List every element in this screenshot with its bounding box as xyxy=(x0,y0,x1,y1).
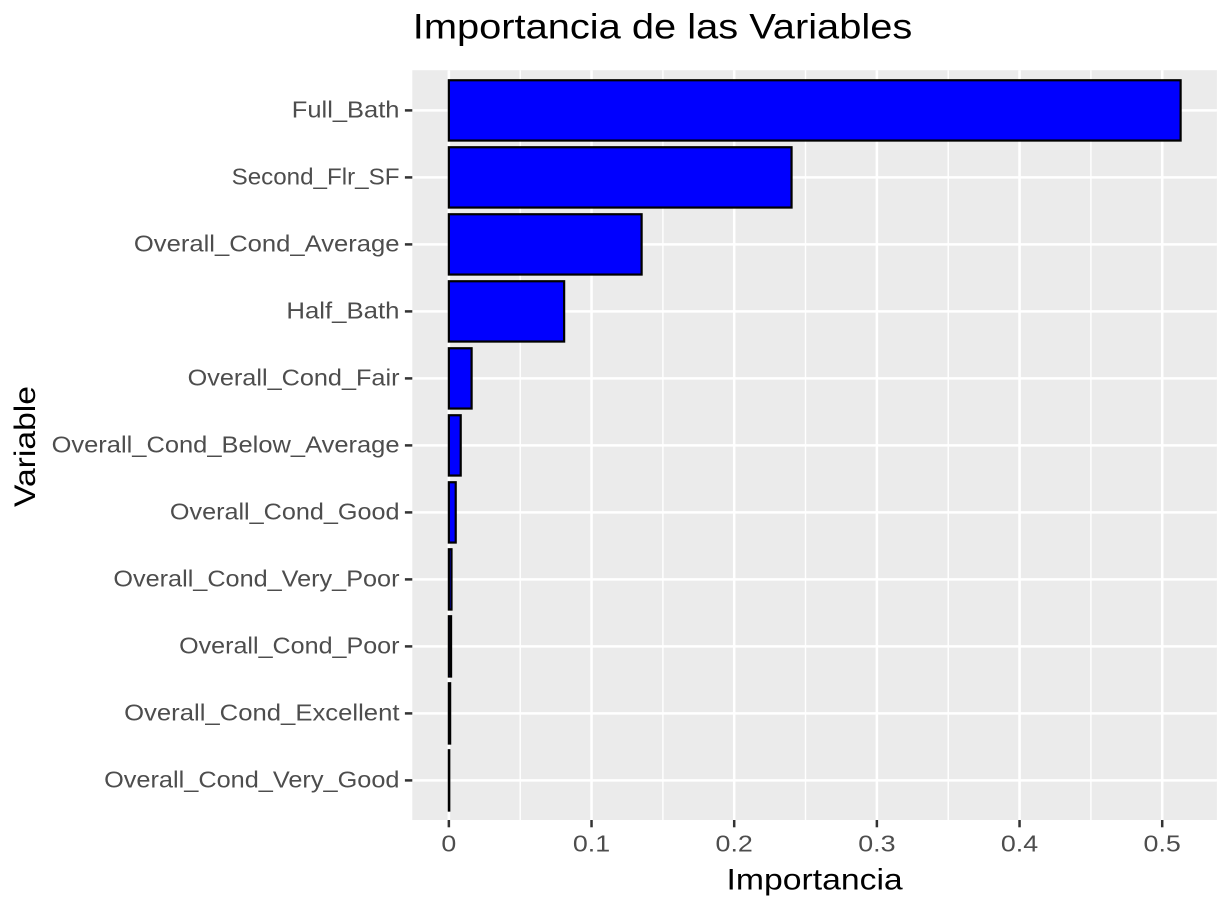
svg-text:0.5: 0.5 xyxy=(1144,831,1181,857)
svg-text:Importancia de las Variables: Importancia de las Variables xyxy=(413,8,913,47)
svg-text:Overall_Cond_Excellent: Overall_Cond_Excellent xyxy=(124,700,400,726)
svg-text:Overall_Cond_Fair: Overall_Cond_Fair xyxy=(188,365,400,391)
svg-text:0.1: 0.1 xyxy=(573,831,610,857)
svg-text:Overall_Cond_Average: Overall_Cond_Average xyxy=(134,231,400,257)
svg-text:0.3: 0.3 xyxy=(858,831,895,857)
svg-text:Full_Bath: Full_Bath xyxy=(292,97,400,123)
svg-text:Overall_Cond_Below_Average: Overall_Cond_Below_Average xyxy=(52,432,400,458)
svg-text:0.2: 0.2 xyxy=(716,831,753,857)
svg-text:Overall_Cond_Very_Poor: Overall_Cond_Very_Poor xyxy=(113,566,399,592)
svg-text:Overall_Cond_Good: Overall_Cond_Good xyxy=(170,499,400,525)
svg-text:Overall_Cond_Very_Good: Overall_Cond_Very_Good xyxy=(104,767,399,793)
svg-text:Overall_Cond_Poor: Overall_Cond_Poor xyxy=(179,633,400,659)
svg-text:0: 0 xyxy=(441,831,456,857)
svg-text:0.4: 0.4 xyxy=(1001,831,1038,857)
svg-text:Variable: Variable xyxy=(9,386,42,507)
svg-text:Importancia: Importancia xyxy=(727,864,904,897)
svg-text:Half_Bath: Half_Bath xyxy=(286,298,399,324)
svg-text:Second_Flr_SF: Second_Flr_SF xyxy=(232,164,400,190)
